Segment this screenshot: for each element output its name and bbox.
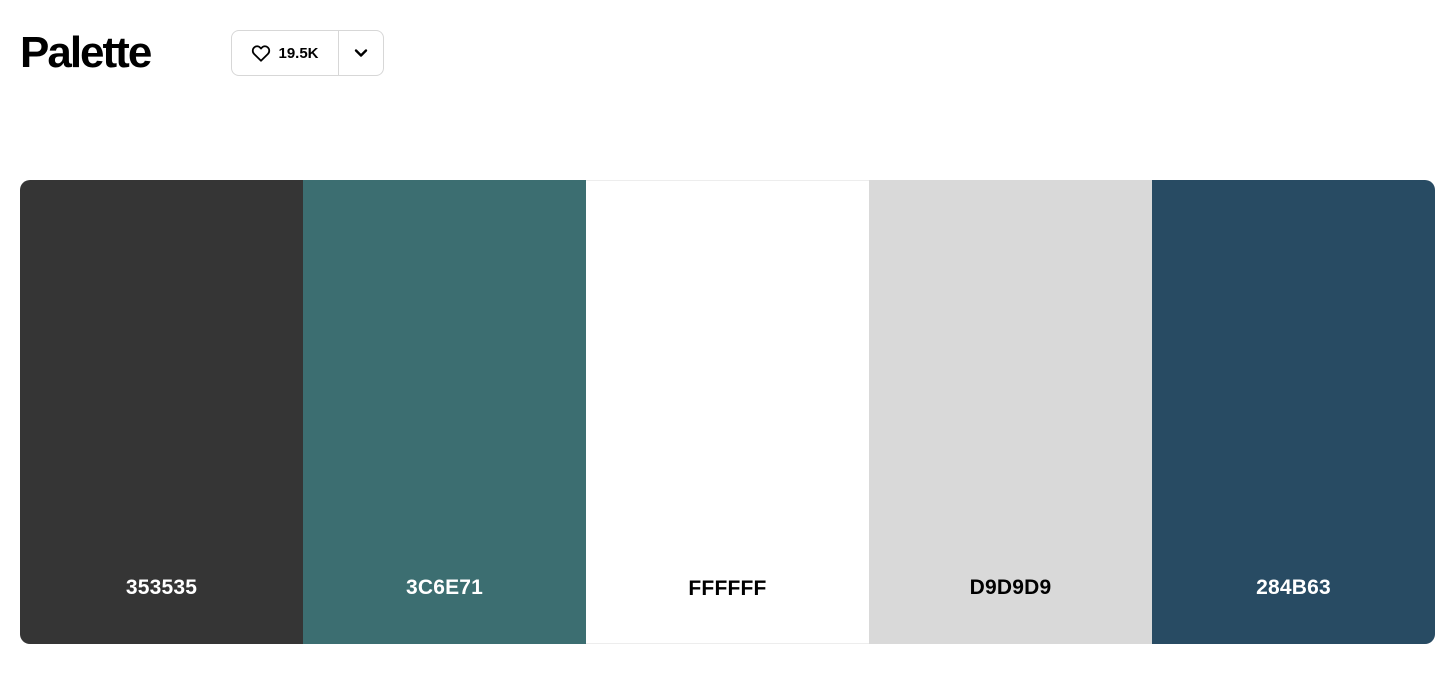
color-swatch[interactable]: 3C6E71 xyxy=(303,180,586,644)
page-header: Palette xyxy=(20,28,152,77)
swatch-hex-code: FFFFFF xyxy=(688,577,767,600)
like-count: 19.5K xyxy=(278,44,319,62)
more-options-button[interactable] xyxy=(339,31,383,75)
page-title: Palette xyxy=(20,28,152,77)
heart-icon xyxy=(251,44,271,62)
swatch-hex-code: 284B63 xyxy=(1256,576,1331,599)
palette-swatches: 353535 3C6E71 FFFFFF D9D9D9 284B63 xyxy=(20,180,1435,644)
like-button[interactable]: 19.5K xyxy=(232,31,338,75)
color-swatch[interactable]: FFFFFF xyxy=(586,180,869,644)
chevron-down-icon xyxy=(354,48,368,58)
swatch-hex-code: D9D9D9 xyxy=(969,576,1052,599)
swatch-hex-code: 353535 xyxy=(125,576,198,599)
button-divider xyxy=(338,31,339,75)
like-control: 19.5K xyxy=(231,30,384,76)
swatch-hex-code: 3C6E71 xyxy=(405,576,484,599)
color-swatch[interactable]: D9D9D9 xyxy=(869,180,1152,644)
color-swatch[interactable]: 284B63 xyxy=(1152,180,1435,644)
color-swatch[interactable]: 353535 xyxy=(20,180,303,644)
